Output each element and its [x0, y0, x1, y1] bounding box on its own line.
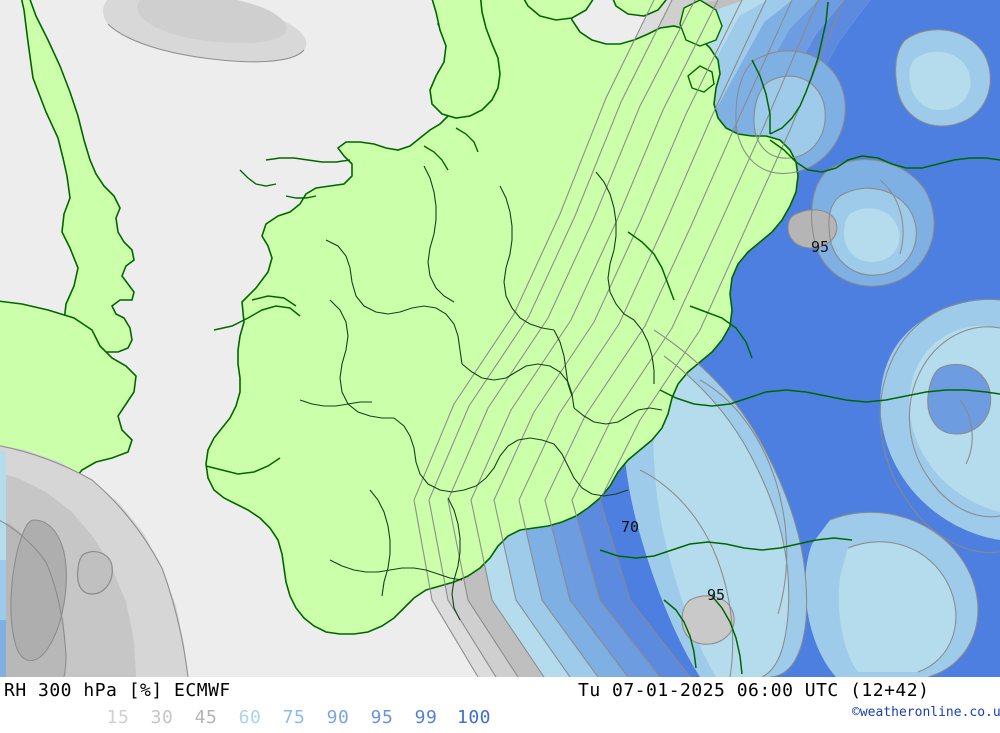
- legend-tick-100: 100: [456, 706, 491, 728]
- contour-label-1: 70: [621, 518, 639, 536]
- legend-tick-45: 45: [194, 706, 218, 728]
- map-svg: 95 70 95: [0, 0, 1000, 677]
- rh-pocket-lighter-e: [909, 51, 971, 111]
- contour-label-0: 95: [811, 238, 829, 256]
- landmass-danish-islands: [523, 0, 594, 21]
- rh-band-15: [414, 0, 672, 677]
- rh-sliver-left-c: [0, 620, 6, 677]
- landmass-great-britain: [20, 0, 135, 353]
- rh-band-mid-light-60: [653, 356, 789, 677]
- legend-tick-30: 30: [150, 706, 174, 728]
- state-borders: [299, 165, 663, 621]
- rh-band-75: [494, 0, 792, 677]
- rh-pocket-lighter-c: [844, 208, 900, 262]
- legend-tick-90: 90: [326, 706, 350, 728]
- legend-tick-99: 99: [414, 706, 438, 728]
- legend-tick-15: 15: [106, 706, 130, 728]
- rh-eye-dark-a: [927, 364, 991, 434]
- map-footer: RH 300 hPa [%] ECMWF Tu 07-01-2025 06:00…: [0, 677, 1000, 733]
- contour-label-2: 95: [707, 586, 725, 604]
- rh-dry-core-sw: [10, 520, 67, 661]
- rh-band-60: [471, 0, 767, 677]
- coastline-detail: [239, 127, 479, 199]
- map-canvas[interactable]: 95 70 95: [0, 0, 1000, 677]
- landmass-zealand: [612, 0, 667, 17]
- copyright-notice: ©weatheronline.co.uk: [852, 705, 1000, 720]
- rh-sliver-left-a: [0, 450, 6, 560]
- legend-tick-95: 95: [370, 706, 394, 728]
- landmass-denmark-jutland: [429, 0, 501, 119]
- rh-sliver-left-b: [0, 560, 6, 620]
- rh-band-30: [429, 0, 720, 677]
- country-borders: [205, 1, 1000, 675]
- rh-band-45: [448, 0, 744, 677]
- forecast-timestamp: Tu 07-01-2025 06:00 UTC (12+42): [578, 680, 930, 701]
- rh-pocket-lower-b: [838, 541, 956, 672]
- legend-tick-75: 75: [282, 706, 306, 728]
- rh-dry-islet-sw: [76, 551, 113, 595]
- color-scale-legend: 15 30 45 60 75 90 95 99 100: [96, 704, 500, 730]
- legend-tick-60: 60: [238, 706, 262, 728]
- landmass-continental-europe: [205, 0, 799, 635]
- product-title: RH 300 hPa [%] ECMWF: [4, 680, 231, 701]
- contour-labels: 95 70 95: [621, 238, 829, 604]
- contour-lines: [0, 0, 1000, 677]
- landmass-ne-patch-b: [687, 65, 715, 93]
- rh-grey-blob-north-sea-2: [137, 0, 287, 44]
- landmass-ne-patch-a: [679, 0, 723, 47]
